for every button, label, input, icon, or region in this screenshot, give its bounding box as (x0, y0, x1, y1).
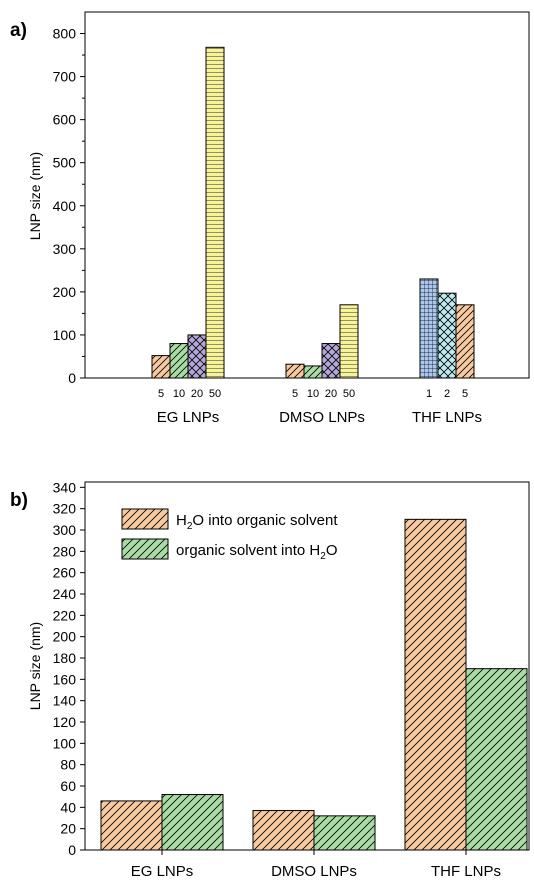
bar-thf-lnps-2 (437, 292, 457, 379)
bar-dmso-lnps-20 (321, 343, 341, 379)
panel-a-y-tick-label: 700 (53, 69, 77, 85)
panel-b-y-tick-label: 20 (60, 821, 76, 837)
panel-a-y-tick-label: 600 (53, 112, 77, 128)
bar-dmso-lnps-organic-into-h2o (313, 815, 376, 851)
panel-a-y-tick-label: 300 (53, 241, 77, 257)
category-label-eg-lnps: EG LNPs (131, 863, 194, 880)
panel-b-y-tick-label: 160 (53, 671, 77, 687)
panel-b-y-tick-label: 80 (60, 757, 76, 773)
bar-label-dmso-lnps-50: 50 (343, 388, 355, 400)
panel-b-y-tick-label: 60 (60, 778, 76, 794)
panel-b-y-tick-label: 220 (53, 607, 77, 623)
bar-dmso-lnps-50 (339, 304, 359, 379)
panel-b-y-tick-label: 100 (53, 735, 77, 751)
panel-b-y-axis-title: LNP size (nm) (27, 622, 43, 710)
bar-label-eg-lnps-5: 5 (158, 388, 164, 400)
panel-b-y-tick-label: 140 (53, 693, 77, 709)
legend-swatch-organic-into-h2o (121, 538, 169, 560)
panel-b-y-tick-label: 340 (53, 479, 77, 495)
panel-a-y-tick-label: 200 (53, 284, 77, 300)
panel-a-bars (151, 46, 475, 379)
panel-b-y-tick-label: 300 (53, 522, 77, 538)
group-label-eg-lnps: EG LNPs (157, 409, 220, 426)
bar-label-dmso-lnps-5: 5 (292, 388, 298, 400)
panel-b-bars (100, 518, 528, 851)
category-label-dmso-lnps: DMSO LNPs (271, 863, 357, 880)
legend-label-h2o-into-organic: H2O into organic solvent (176, 512, 338, 532)
bar-thf-lnps-5 (455, 304, 475, 379)
bar-label-dmso-lnps-20: 20 (325, 388, 337, 400)
bar-thf-lnps-h2o-into-organic (404, 518, 467, 851)
bar-label-dmso-lnps-10: 10 (307, 388, 319, 400)
panel-b-y-tick-label: 240 (53, 586, 77, 602)
panel-b-axes: 0 20 40 60 80 100 120 140 160 180 200 220 240 260 280 3… (53, 479, 530, 880)
panel-b-y-tick-label: 280 (53, 543, 77, 559)
panel-a-label: a) (10, 20, 27, 41)
panel-a-axes: 0 100 200 300 400 500 600 700 800 5 10 20 50 EG LNPs 5… (53, 11, 530, 426)
panel-a-y-tick-label: 100 (53, 327, 77, 343)
legend-swatch-h2o-into-organic (121, 508, 169, 530)
panel-a-y-axis-title: LNP size (nm) (27, 152, 43, 240)
bar-dmso-lnps-10 (303, 365, 323, 379)
group-label-thf-lnps: THF LNPs (412, 409, 482, 426)
bar-eg-lnps-organic-into-h2o (161, 794, 224, 851)
panel-b-y-tick-label: 180 (53, 650, 77, 666)
panel-a: a) LNP size (nm) 0 100 200 300 400 500 600 700 8… (10, 11, 530, 426)
legend-label-organic-into-h2o: organic solvent into H2O (176, 542, 337, 562)
category-label-thf-lnps: THF LNPs (431, 863, 501, 880)
panel-b-label: b) (10, 490, 28, 511)
panel-a-y-tick-label: 0 (68, 370, 76, 386)
group-label-dmso-lnps: DMSO LNPs (279, 409, 365, 426)
panel-b-y-tick-label: 40 (60, 799, 76, 815)
panel-b-y-tick-label: 320 (53, 501, 77, 517)
bar-label-thf-lnps-1: 1 (426, 388, 432, 400)
bar-thf-lnps-organic-into-h2o (465, 668, 528, 851)
bar-eg-lnps-h2o-into-organic (100, 800, 163, 851)
bar-label-eg-lnps-10: 10 (173, 388, 185, 400)
panel-b-y-tick-label: 120 (53, 714, 77, 730)
bar-label-thf-lnps-5: 5 (462, 388, 468, 400)
bar-dmso-lnps-h2o-into-organic (252, 810, 315, 851)
bar-eg-lnps-50 (205, 46, 225, 379)
panel-b-y-tick-label: 0 (68, 842, 76, 858)
bar-eg-lnps-10 (169, 343, 189, 379)
bar-eg-lnps-5 (151, 355, 171, 379)
panel-a-y-tick-label: 800 (53, 26, 77, 42)
bar-label-thf-lnps-2: 2 (444, 388, 450, 400)
bar-thf-lnps-1 (419, 278, 439, 379)
bar-eg-lnps-20 (187, 334, 207, 379)
panel-a-y-tick-label: 400 (53, 198, 77, 214)
bar-dmso-lnps-5 (285, 363, 305, 379)
panel-b-y-tick-label: 200 (53, 629, 77, 645)
panel-a-y-tick-label: 500 (53, 155, 77, 171)
bar-label-eg-lnps-50: 50 (209, 388, 221, 400)
panel-b-legend: H2O into organic solvent organic solvent… (121, 508, 338, 562)
panel-b: b) LNP size (nm) 0 20 40 60 80 100 120 140 160 18… (10, 479, 530, 880)
panel-b-y-tick-label: 260 (53, 565, 77, 581)
bar-label-eg-lnps-20: 20 (191, 388, 203, 400)
